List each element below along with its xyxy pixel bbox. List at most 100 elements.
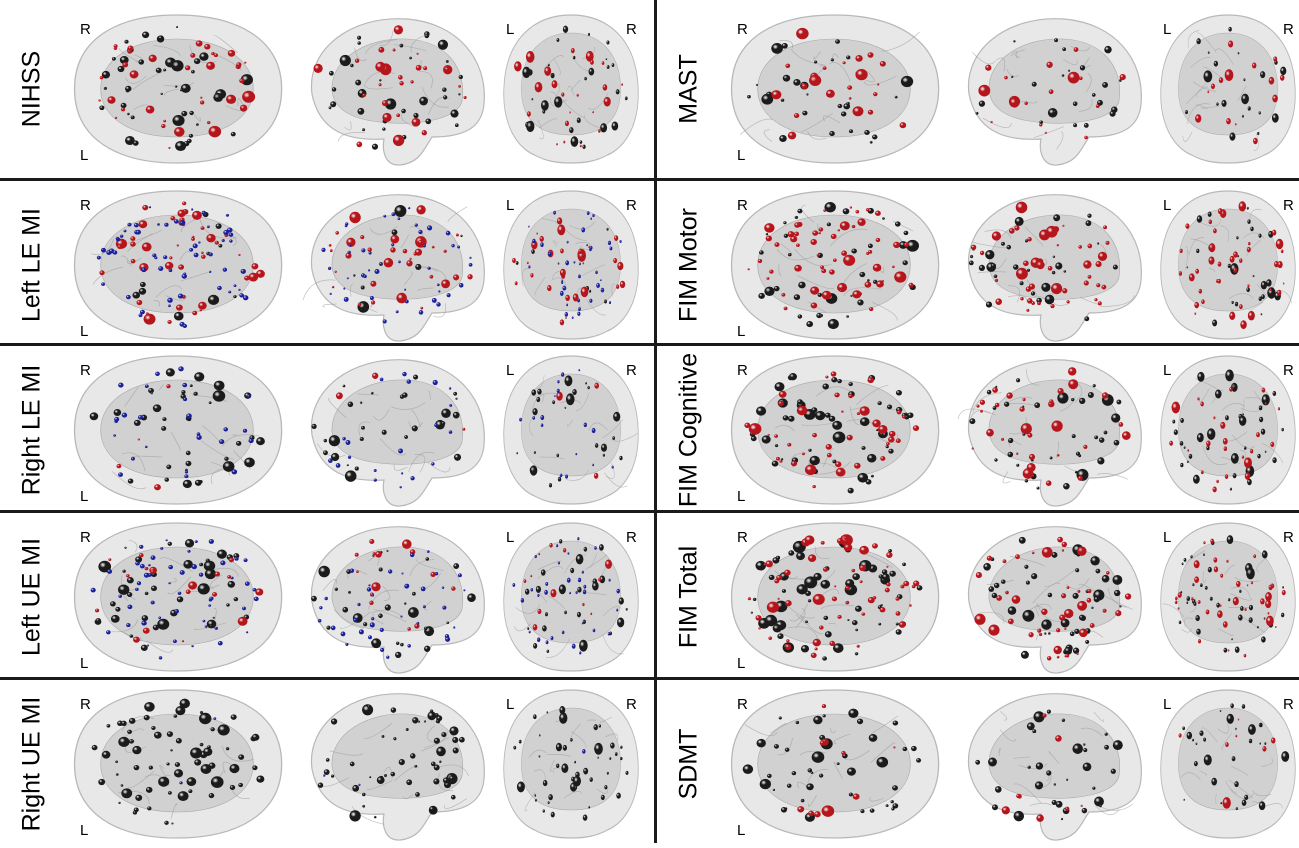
blue-node (404, 584, 409, 589)
blue-node (131, 457, 135, 461)
red-node (834, 393, 839, 398)
black-node (868, 244, 873, 249)
red-node (784, 307, 788, 311)
red-node (857, 645, 860, 648)
black-node (129, 718, 136, 724)
red-node (375, 551, 382, 558)
white-matter (521, 374, 620, 476)
red-node (445, 67, 450, 72)
axial-bottom-orientation-label: L (737, 323, 745, 340)
black-node (1073, 648, 1079, 654)
red-node (375, 62, 385, 72)
coronal-right-orientation-label: R (626, 197, 637, 214)
blue-node (223, 268, 227, 272)
blue-node (179, 781, 182, 784)
black-node (1187, 732, 1192, 740)
blue-node (388, 569, 392, 573)
blue-node (380, 628, 384, 632)
black-node (764, 287, 774, 296)
blue-node (106, 630, 111, 634)
red-node (885, 588, 890, 593)
black-node (311, 596, 317, 602)
black-node (1047, 710, 1051, 714)
blue-node (202, 620, 205, 623)
blue-node (442, 587, 444, 589)
red-node (565, 295, 570, 301)
coronal-brain-view (498, 517, 644, 677)
black-node (330, 101, 336, 107)
red-node (1064, 628, 1066, 630)
black-node (324, 439, 327, 442)
red-node (165, 262, 173, 270)
black-node (1079, 615, 1085, 621)
black-node (211, 776, 224, 788)
black-node (620, 757, 622, 760)
red-node (785, 600, 792, 606)
red-node (1006, 392, 1012, 398)
black-node (115, 761, 118, 764)
red-node (812, 433, 817, 437)
red-node (897, 410, 902, 414)
black-node (760, 779, 771, 789)
black-node (453, 412, 460, 419)
black-node (203, 747, 212, 755)
red-node (142, 205, 148, 211)
red-node (1198, 639, 1201, 643)
red-node (880, 61, 886, 67)
blue-node (319, 606, 322, 609)
black-node (891, 800, 894, 803)
red-node (1031, 301, 1035, 305)
blue-node (609, 301, 611, 304)
red-node (820, 740, 826, 745)
blue-node (324, 597, 327, 600)
black-node (1053, 256, 1055, 258)
red-node (1253, 138, 1258, 144)
black-node (1172, 420, 1175, 424)
black-node (1193, 602, 1196, 606)
red-node (538, 609, 542, 614)
measure-label-text: Left LE MI (18, 208, 47, 322)
black-node (377, 776, 385, 784)
red-node (1206, 440, 1210, 446)
red-node (1047, 656, 1051, 660)
black-node (1014, 811, 1024, 821)
black-node (1064, 647, 1072, 655)
black-node (1227, 535, 1234, 544)
red-node (1273, 56, 1277, 61)
blue-node (358, 784, 360, 786)
blue-node (582, 571, 584, 574)
measure-label-text: Left UE MI (18, 538, 47, 656)
red-node (992, 231, 1001, 240)
black-node (798, 282, 805, 289)
blue-node (120, 235, 124, 238)
red-node (594, 473, 598, 479)
blue-node (168, 305, 171, 308)
measure-label-text: NIHSS (18, 51, 47, 127)
red-node (1032, 552, 1035, 555)
black-node (534, 794, 536, 796)
measure-label: FIM Total (667, 513, 711, 681)
black-node (151, 726, 155, 730)
red-node (847, 85, 852, 89)
black-node (161, 426, 166, 431)
coronal-left-orientation-label: L (1163, 197, 1171, 214)
red-node (560, 269, 566, 277)
black-node (1097, 457, 1104, 464)
black-node (1225, 415, 1229, 420)
red-node (774, 242, 779, 247)
red-node (371, 582, 380, 591)
red-node (1272, 95, 1278, 103)
black-node (1193, 475, 1200, 484)
black-node (1099, 805, 1102, 808)
black-node (1230, 703, 1234, 708)
red-node (557, 217, 562, 224)
black-node (1186, 601, 1188, 604)
black-node (549, 483, 552, 487)
red-node (1218, 279, 1221, 284)
blue-node (187, 550, 190, 553)
black-node (1257, 626, 1259, 629)
red-node (1236, 581, 1240, 587)
black-node (775, 382, 785, 391)
red-node (569, 111, 571, 113)
blue-node (254, 597, 259, 602)
